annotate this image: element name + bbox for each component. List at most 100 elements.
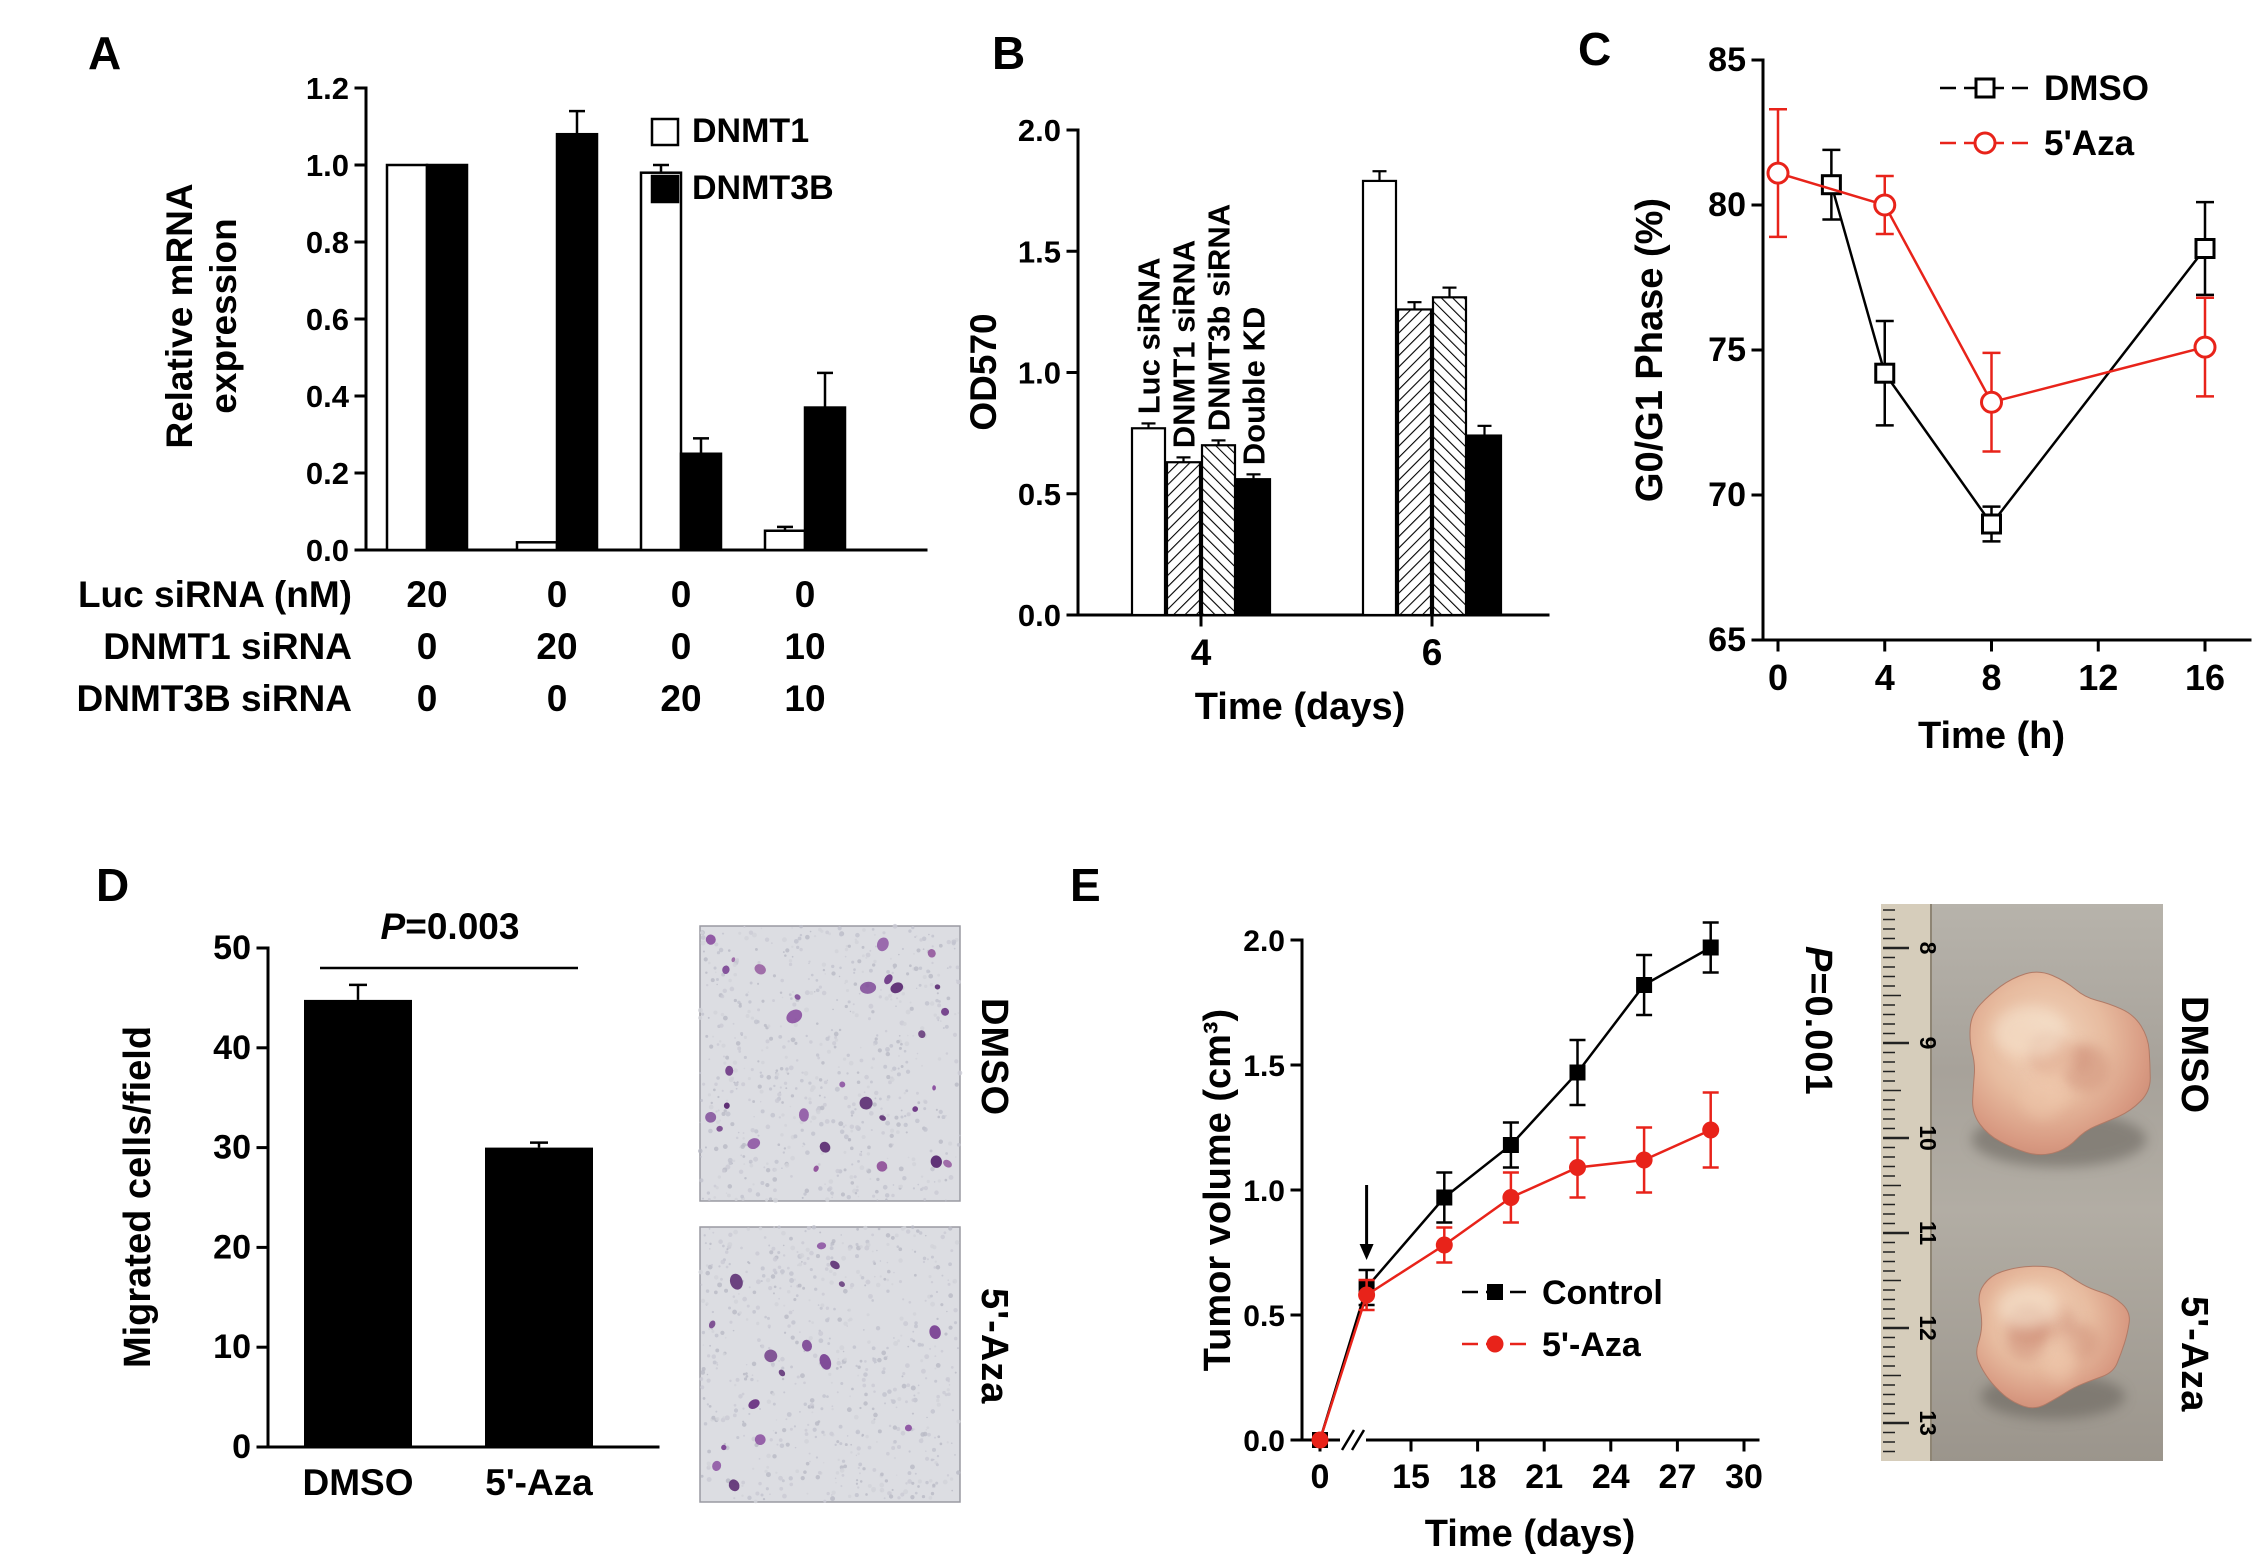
svg-text:0.2: 0.2 [306, 456, 349, 491]
micro-dmso-label: DMSO [973, 998, 1015, 1116]
sirna-value: 0 [546, 574, 568, 615]
photo-dmso-label: DMSO [2173, 996, 2215, 1114]
svg-text:70: 70 [1708, 476, 1746, 514]
svg-text:Migrated cells/field: Migrated cells/field [117, 1026, 159, 1368]
svg-text:1.2: 1.2 [306, 71, 349, 106]
panel-label-a: A [88, 27, 122, 79]
svg-text:Control: Control [1542, 1274, 1663, 1312]
micrograph-image [697, 923, 963, 1203]
svg-text:DNMT1 siRNA: DNMT1 siRNA [1167, 240, 1202, 448]
svg-text:1.0: 1.0 [306, 148, 349, 183]
svg-text:21: 21 [1525, 1458, 1563, 1496]
sirna-value: 0 [670, 574, 692, 615]
panel-e-chart: 0.0 0.5 1.0 1.5 2.0 0 15 18 21 24 27 30 Time (days) T… [1197, 921, 1763, 1555]
svg-text:G0/G1 Phase (%): G0/G1 Phase (%) [1629, 198, 1671, 502]
svg-text:0: 0 [1768, 657, 1788, 698]
svg-text:10: 10 [1915, 1125, 1941, 1151]
panel-d-chart: 0 10 20 30 40 50 DMSO 5'-Aza Migrated cells/fiel… [117, 929, 660, 1503]
svg-text:12: 12 [1915, 1315, 1941, 1341]
svg-text:15: 15 [1392, 1458, 1430, 1496]
svg-text:DMSO: DMSO [303, 1462, 414, 1503]
micrograph-image [698, 1225, 961, 1504]
p-italic: P [380, 906, 406, 947]
svg-text:Time (days): Time (days) [1195, 686, 1405, 728]
svg-text:40: 40 [213, 1029, 251, 1067]
svg-text:DNMT3b siRNA: DNMT3b siRNA [1202, 204, 1237, 431]
svg-text:0.8: 0.8 [306, 225, 349, 260]
svg-text:20: 20 [213, 1228, 251, 1266]
svg-text:11: 11 [1915, 1221, 1941, 1246]
sirna-value: 0 [794, 574, 816, 615]
sirna-value: 0 [416, 678, 438, 719]
panel-label-d: D [96, 859, 130, 911]
svg-text:8: 8 [1915, 942, 1941, 955]
svg-text:8: 8 [1981, 657, 2001, 698]
svg-text:75: 75 [1708, 331, 1746, 369]
svg-text:0.6: 0.6 [306, 302, 349, 337]
svg-text:Time (days): Time (days) [1425, 1513, 1635, 1555]
svg-text:10: 10 [213, 1328, 251, 1366]
svg-text:30: 30 [1725, 1458, 1763, 1496]
photo-aza-label: 5'-Aza [2173, 1296, 2215, 1413]
svg-text:Luc siRNA: Luc siRNA [1132, 258, 1167, 415]
svg-text:6: 6 [1422, 632, 1443, 673]
sirna-value: 10 [784, 626, 826, 667]
svg-text:0: 0 [232, 1428, 251, 1466]
p-value: =0.001 [1797, 972, 1839, 1096]
svg-text:DNMT3B: DNMT3B [692, 169, 834, 207]
svg-text:1.0: 1.0 [1243, 1175, 1285, 1208]
sirna-table-row: DNMT1 siRNA 0 20 0 10 [0, 622, 900, 672]
svg-text:0.4: 0.4 [306, 379, 350, 414]
panel-e-pvalue: P=0.001 [1796, 946, 1839, 1096]
svg-text:Relative mRNA: Relative mRNA [159, 183, 200, 448]
sirna-value: 20 [406, 574, 448, 615]
svg-text:9: 9 [1915, 1037, 1941, 1050]
svg-text:27: 27 [1658, 1458, 1696, 1496]
panel-d-pvalue: P=0.003 [295, 906, 605, 948]
svg-text:80: 80 [1708, 186, 1746, 224]
svg-text:expression: expression [203, 218, 244, 413]
p-value: =0.003 [405, 906, 520, 947]
tumor-photo: 8 9 10 11 12 13 [1881, 904, 2163, 1461]
svg-text:13: 13 [1915, 1410, 1941, 1436]
sirna-value: 0 [670, 626, 692, 667]
svg-text:1.0: 1.0 [1018, 356, 1061, 391]
svg-text:0.5: 0.5 [1243, 1300, 1285, 1333]
panel-label-e: E [1070, 859, 1101, 911]
sirna-value: 0 [416, 626, 438, 667]
svg-text:Time (h): Time (h) [1918, 715, 2065, 757]
panel-a-chart: 0.0 0.2 0.4 0.6 0.8 1.0 1.2 Relative mRNA expres… [159, 71, 928, 568]
svg-text:0.0: 0.0 [1018, 598, 1061, 633]
svg-text:2.0: 2.0 [1018, 113, 1061, 148]
svg-text:30: 30 [213, 1129, 251, 1167]
svg-text:4: 4 [1875, 657, 1895, 698]
svg-text:Tumor volume (cm³): Tumor volume (cm³) [1197, 1009, 1239, 1371]
panel-label-b: B [992, 27, 1026, 79]
sirna-value: 20 [660, 678, 702, 719]
panel-label-c: C [1578, 23, 1612, 75]
sirna-row-label: DNMT3B siRNA [76, 678, 352, 719]
svg-text:5'-Aza: 5'-Aza [485, 1462, 593, 1503]
svg-text:OD570: OD570 [963, 313, 1004, 430]
sirna-value: 20 [536, 626, 578, 667]
sirna-value: 0 [546, 678, 568, 719]
panel-b-chart: 0.0 0.5 1.0 1.5 2.0 Luc siRNA DNMT1 siRNA DNMT3… [963, 113, 1550, 728]
svg-text:18: 18 [1459, 1458, 1497, 1496]
svg-text:0: 0 [1311, 1458, 1330, 1496]
svg-text:24: 24 [1592, 1458, 1630, 1496]
micro-aza-label: 5'-Aza [973, 1288, 1015, 1405]
svg-text:12: 12 [2078, 657, 2118, 698]
svg-text:DNMT1: DNMT1 [692, 112, 809, 150]
svg-text:DMSO: DMSO [2044, 69, 2149, 108]
p-italic: P [1797, 946, 1839, 973]
svg-text:5'Aza: 5'Aza [2044, 124, 2135, 163]
svg-text:0.0: 0.0 [306, 533, 349, 568]
svg-text:1.5: 1.5 [1018, 234, 1061, 269]
svg-text:0.0: 0.0 [1243, 1425, 1285, 1458]
svg-text:1.5: 1.5 [1243, 1050, 1285, 1083]
sirna-table-row: DNMT3B siRNA 0 0 20 10 [0, 674, 900, 724]
svg-text:5'-Aza: 5'-Aza [1542, 1326, 1642, 1364]
svg-text:16: 16 [2185, 657, 2225, 698]
